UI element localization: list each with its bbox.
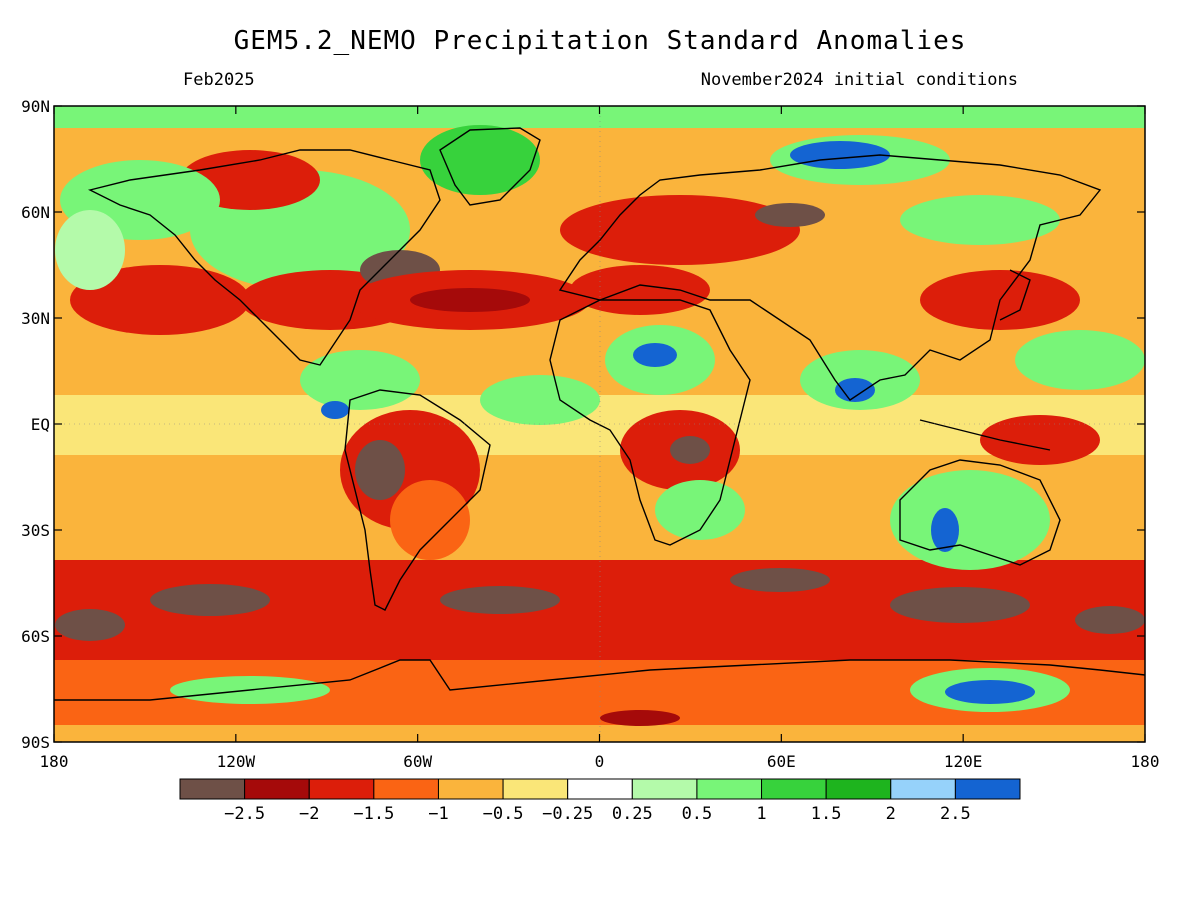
colorbar-label: 2.5 <box>940 804 971 824</box>
lon-label: 120E <box>944 752 983 771</box>
lon-label: 0 <box>595 752 605 771</box>
colorbar-label: −1 <box>428 804 448 824</box>
lon-label: 60E <box>767 752 796 771</box>
colorbar-label: 0.25 <box>612 804 653 824</box>
colorbar-label: −2 <box>299 804 319 824</box>
colorbar-swatch <box>825 778 892 800</box>
lat-label: 30N <box>21 309 50 328</box>
colorbar-label: 0.5 <box>682 804 713 824</box>
colorbar-swatch <box>373 778 439 800</box>
lon-label: 180 <box>40 752 69 771</box>
latitude-ticks: 90N 60N 30N EQ 30S 60S 90S <box>21 97 1145 752</box>
lon-label: 180 <box>1131 752 1160 771</box>
lat-label: 60S <box>21 627 50 646</box>
colorbar-label: −0.5 <box>483 804 524 824</box>
colorbar-swatch <box>890 778 956 800</box>
colorbar-label: −1.5 <box>353 804 394 824</box>
colorbar-swatch <box>179 778 246 800</box>
colorbar-swatch <box>631 778 698 800</box>
lat-label: EQ <box>31 415 50 434</box>
colorbar-label: 2 <box>886 804 896 824</box>
colorbar-swatch <box>437 778 504 800</box>
lon-label: 120W <box>217 752 256 771</box>
colorbar-label: 1.5 <box>811 804 842 824</box>
colorbar: −2.5 −2 −1.5 −1 −0.5 −0.25 0.25 0.5 1 1.5 2 2.5 <box>179 778 1021 824</box>
colorbar-swatch <box>308 778 375 800</box>
lat-label: 90N <box>21 97 50 116</box>
colorbar-label: 1 <box>756 804 766 824</box>
longitude-ticks: 180 120W 60W 0 60E 120E 180 <box>40 106 1160 771</box>
colorbar-label: −2.5 <box>224 804 265 824</box>
colorbar-swatch <box>502 778 569 800</box>
coastlines <box>54 127 1145 701</box>
colorbar-swatch <box>954 778 1021 800</box>
colorbar-swatch <box>244 778 310 800</box>
lat-label: 30S <box>21 521 50 540</box>
colorbar-swatch <box>696 778 763 800</box>
map-title: GEM5.2_NEMO Precipitation Standard Anoma… <box>233 26 967 56</box>
initial-conditions-label: November2024 initial conditions <box>700 70 1018 90</box>
colorbar-swatch <box>761 778 827 800</box>
lon-label: 60W <box>403 752 432 771</box>
graticule <box>54 106 1145 742</box>
valid-month-label: Feb2025 <box>183 70 255 90</box>
lat-label: 60N <box>21 203 50 222</box>
colorbar-label: −0.25 <box>542 804 593 824</box>
lat-label: 90S <box>21 733 50 752</box>
colorbar-swatch <box>567 778 633 800</box>
